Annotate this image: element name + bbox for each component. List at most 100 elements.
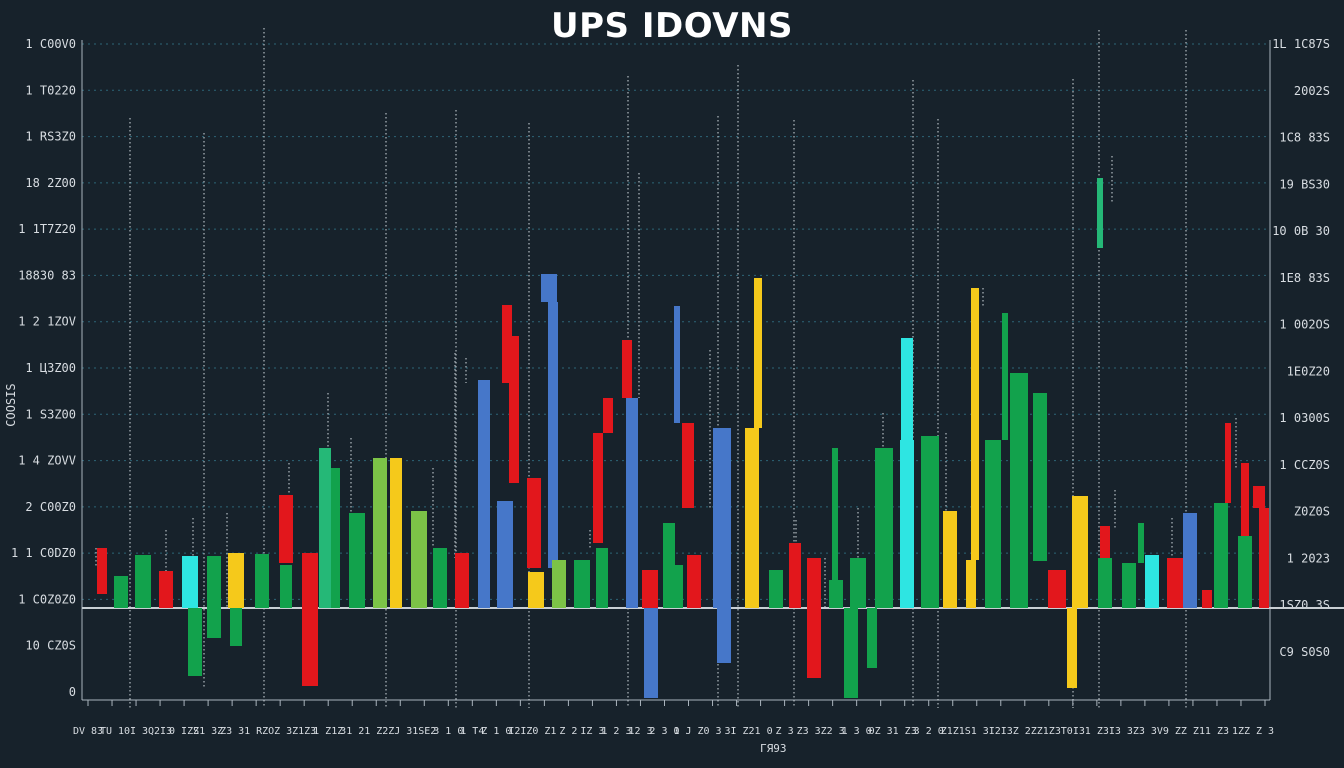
y-tick-label-left: 1 4 ZOVV xyxy=(18,454,76,468)
chart-bar xyxy=(1098,558,1112,608)
x-tick-label: V9 Z xyxy=(1157,726,1181,737)
y-tick-label-left: 1 2 1ZOV xyxy=(18,315,76,329)
chart-bar xyxy=(1214,503,1228,608)
y-tick-label-left: 1 T0220 xyxy=(25,83,76,97)
x-tick-label: 0 Z1 xyxy=(532,726,556,737)
chart-bar xyxy=(875,448,893,608)
chart-bar xyxy=(807,558,821,608)
chart-bar xyxy=(850,558,866,608)
chart-bar xyxy=(1100,526,1110,558)
y-tick-label-left: 1 S3Z00 xyxy=(25,407,76,421)
chart-bar xyxy=(373,458,387,608)
x-tick-label: ZJ 3 xyxy=(388,726,412,737)
x-tick-label: 3I Z xyxy=(725,726,749,737)
x-tick-label: 1 Z3 xyxy=(1205,726,1229,737)
chart-bar xyxy=(844,608,858,698)
x-tick-label: 1 3 0 xyxy=(842,726,872,737)
chart-bar xyxy=(1072,496,1088,608)
x-tick-label: I2IZ xyxy=(508,726,532,737)
x-tick-label: 1 T4 xyxy=(460,726,484,737)
chart-bar xyxy=(921,436,939,608)
chart-bar xyxy=(769,570,783,608)
chart-bar xyxy=(1067,608,1077,688)
chart-bar xyxy=(182,556,198,608)
chart-bar xyxy=(1138,523,1144,563)
y-tick-label-right: 1 CCZ0S xyxy=(1279,458,1330,472)
chart-bar xyxy=(390,458,402,608)
x-tick-label: Z1Z1 xyxy=(941,726,965,737)
y-tick-label-right: 1E8 83S xyxy=(1279,271,1330,285)
x-tick-label: Z1Z3 xyxy=(1037,726,1061,737)
chart-bar xyxy=(455,553,469,608)
chart-bar xyxy=(478,380,490,608)
x-tick-label: Z 2 xyxy=(559,726,577,737)
y-tick-label-right: Z0Z0S xyxy=(1294,505,1330,519)
x-tick-label: DV 83 xyxy=(73,726,103,737)
x-tick-label: Z 3 xyxy=(1256,726,1274,737)
chart-bar xyxy=(669,565,683,608)
chart-bar xyxy=(985,440,1001,608)
chart-bar xyxy=(1238,536,1252,608)
y-tick-label-left: 2 C00Z0 xyxy=(25,500,76,514)
y-tick-label-left: 18830 83 xyxy=(18,268,76,282)
y-tick-label-right: 1L 1C87S xyxy=(1272,37,1330,51)
chart-bar xyxy=(280,565,292,608)
chart-bar xyxy=(502,305,512,383)
x-tick-label: IZ 3 xyxy=(580,726,604,737)
x-tick-label: Z3 3 xyxy=(797,726,821,737)
chart-bar xyxy=(509,336,519,483)
y-tick-label-left: 10 CZ0S xyxy=(25,639,76,653)
chart-bar xyxy=(574,560,590,608)
x-tick-label: Z2 3 xyxy=(821,726,845,737)
y-tick-label-left: 1 ЦЗZ00 xyxy=(25,361,76,375)
x-tick-label: Q2I3 xyxy=(148,726,172,737)
x-tick-label: 1 Z1Z xyxy=(313,726,343,737)
x-tick-label: Z 2Z xyxy=(1013,726,1037,737)
chart-bar xyxy=(411,511,427,608)
chart-bar xyxy=(943,511,957,608)
x-tick-label: 1 2 3 xyxy=(601,726,631,737)
chart-bar xyxy=(1253,486,1265,508)
chart-bar xyxy=(603,398,613,433)
chart-bar xyxy=(713,428,731,608)
x-tick-label: 1 J Z xyxy=(673,726,703,737)
chart-bar xyxy=(319,448,331,608)
x-tick-label: Z3 3 xyxy=(220,726,244,737)
x-tick-label: 3 1 0 xyxy=(433,726,463,737)
chart-bar xyxy=(966,560,976,608)
y-tick-label-right: 1 0300S xyxy=(1279,411,1330,425)
chart-bar xyxy=(552,560,566,608)
chart-bar xyxy=(1225,423,1231,503)
chart-bar xyxy=(135,555,151,608)
x-tick-label: 1 Z3 xyxy=(893,726,917,737)
x-tick-label: OZ 3 xyxy=(268,726,292,737)
y-tick-label-left: 1 1T7Z20 xyxy=(18,222,76,236)
x-tick-label: 0 IZS xyxy=(169,726,199,737)
chart-bar xyxy=(497,501,513,608)
chart-bar xyxy=(1183,513,1197,608)
y-tick-label-left: 1 C0Z0Z0 xyxy=(18,592,76,606)
y-tick-label-right: 1SZ0 3S xyxy=(1279,598,1330,612)
chart-bar xyxy=(527,478,541,568)
chart-bar xyxy=(867,608,877,668)
x-tick-label: 1ZZ xyxy=(1232,726,1250,737)
chart-bar xyxy=(674,306,680,423)
y-tick-label-left: 1 C00V0 xyxy=(25,37,76,51)
chart-bar xyxy=(901,338,913,440)
chart-bar xyxy=(626,398,638,608)
x-tick-label: I2I3 xyxy=(989,726,1013,737)
chart-bar xyxy=(596,548,608,608)
y-tick-label-left: 1 RS3Z0 xyxy=(25,130,76,144)
chart-bar xyxy=(642,570,658,608)
chart-bar xyxy=(832,448,838,580)
y-tick-label-right: 2002S xyxy=(1294,84,1330,98)
chart-bar xyxy=(1259,508,1269,608)
chart-bar xyxy=(622,340,632,398)
y-tick-label-right: 1E0Z20 xyxy=(1287,364,1330,378)
chart-bar xyxy=(1048,570,1066,608)
chart-bar xyxy=(548,302,558,568)
x-tick-label: 0 3 xyxy=(703,726,721,737)
y-tick-label-right: 19 BS30 xyxy=(1279,177,1330,191)
